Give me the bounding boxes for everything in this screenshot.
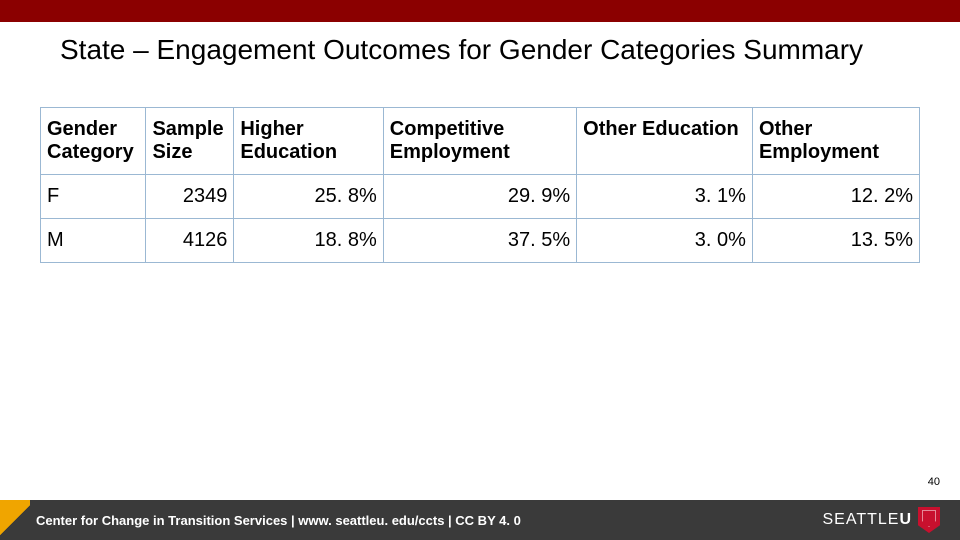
shield-icon xyxy=(918,507,940,533)
logo-text-thin: SEATTLE xyxy=(822,511,899,528)
cell-gender: F xyxy=(41,175,146,219)
table-row: F 2349 25. 8% 29. 9% 3. 1% 12. 2% xyxy=(41,175,920,219)
table-row: M 4126 18. 8% 37. 5% 3. 0% 13. 5% xyxy=(41,219,920,263)
outcomes-table: Gender Category Sample Size Higher Educa… xyxy=(40,107,920,263)
cell-higher-ed: 18. 8% xyxy=(234,219,383,263)
logo-text-bold: U xyxy=(899,511,912,528)
cell-sample: 4126 xyxy=(146,219,234,263)
page-title: State – Engagement Outcomes for Gender C… xyxy=(0,22,960,67)
cell-comp-emp: 37. 5% xyxy=(383,219,576,263)
page-number: 40 xyxy=(928,476,940,488)
cell-other-ed: 3. 0% xyxy=(577,219,753,263)
col-other-employment: Other Employment xyxy=(752,108,919,175)
cell-comp-emp: 29. 9% xyxy=(383,175,576,219)
data-table-wrap: Gender Category Sample Size Higher Educa… xyxy=(40,107,920,263)
footer-accent-icon xyxy=(0,500,30,540)
footer-bar: Center for Change in Transition Services… xyxy=(0,500,960,540)
footer-left: Center for Change in Transition Services… xyxy=(0,500,521,540)
cell-other-emp: 12. 2% xyxy=(752,175,919,219)
footer-text: Center for Change in Transition Services… xyxy=(30,513,521,528)
cell-sample: 2349 xyxy=(146,175,234,219)
col-sample-size: Sample Size xyxy=(146,108,234,175)
cell-other-ed: 3. 1% xyxy=(577,175,753,219)
seattleu-logo: SEATTLEU xyxy=(822,507,940,533)
cell-higher-ed: 25. 8% xyxy=(234,175,383,219)
cell-gender: M xyxy=(41,219,146,263)
col-competitive-employment: Competitive Employment xyxy=(383,108,576,175)
cell-other-emp: 13. 5% xyxy=(752,219,919,263)
col-higher-education: Higher Education xyxy=(234,108,383,175)
logo-text: SEATTLEU xyxy=(822,511,912,529)
header-bar xyxy=(0,0,960,22)
col-other-education: Other Education xyxy=(577,108,753,175)
table-header-row: Gender Category Sample Size Higher Educa… xyxy=(41,108,920,175)
col-gender-category: Gender Category xyxy=(41,108,146,175)
